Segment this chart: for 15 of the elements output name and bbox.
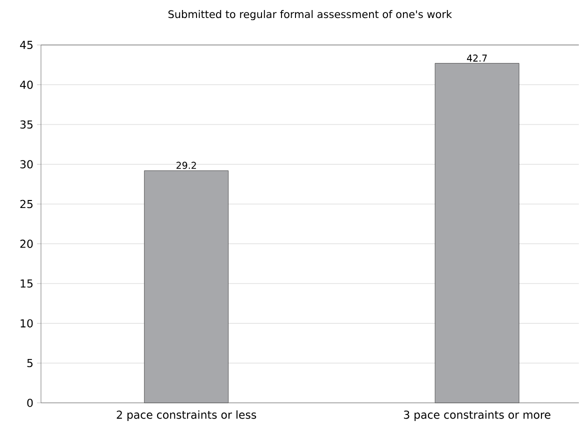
y-tick-label: 0 (27, 398, 33, 408)
y-tick-label: 40 (20, 80, 33, 89)
data-label: 42.7 (466, 54, 487, 62)
x-tick-label: 2 pace constraints or less (116, 410, 256, 422)
y-tick-label: 5 (27, 359, 33, 368)
x-tick-label: 3 pace constraints or more (404, 410, 550, 422)
y-tick-label: 15 (20, 280, 33, 288)
y-tick-label: 10 (20, 319, 33, 328)
y-tick-label: 45 (20, 40, 33, 50)
y-tick-label: 35 (20, 120, 33, 129)
y-tick-label: 20 (20, 240, 33, 248)
y-tick-label: 30 (20, 160, 33, 168)
chart-title: Submitted to regular formal assessment of one's work (168, 10, 452, 20)
data-label: 29.2 (176, 162, 196, 170)
y-tick-label: 25 (20, 200, 33, 208)
